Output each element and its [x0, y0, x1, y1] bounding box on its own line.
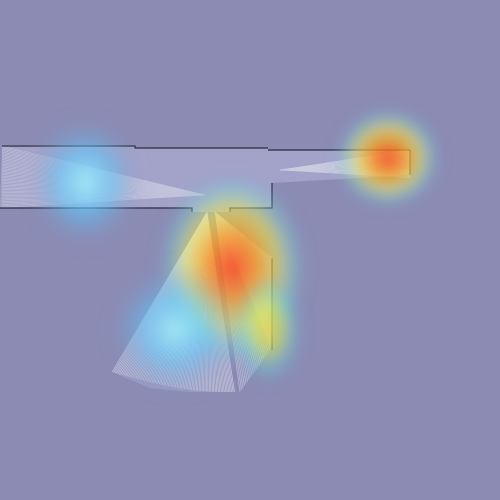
- heat-blob-left: [25, 112, 145, 252]
- heat-blob-lower-right: [230, 272, 306, 388]
- heat-blob-lower-left: [105, 260, 245, 400]
- attention-heatmap: [25, 106, 443, 400]
- heat-blob-right: [333, 106, 443, 210]
